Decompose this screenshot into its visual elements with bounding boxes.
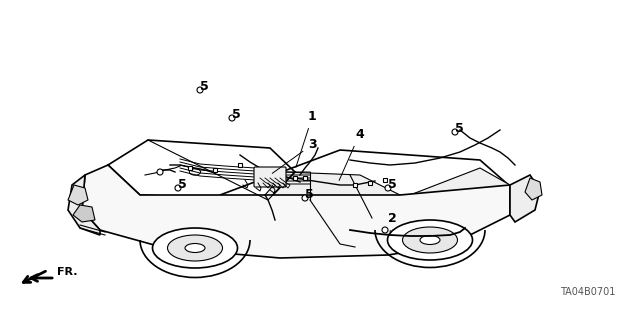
Bar <box>188 166 192 170</box>
Circle shape <box>229 115 235 121</box>
Bar <box>368 181 372 185</box>
Polygon shape <box>68 185 88 205</box>
Circle shape <box>175 185 181 191</box>
Polygon shape <box>82 165 510 258</box>
Circle shape <box>385 185 391 191</box>
Text: 5: 5 <box>455 122 464 135</box>
Text: 2: 2 <box>388 212 397 232</box>
FancyBboxPatch shape <box>254 167 286 187</box>
Text: 5: 5 <box>388 178 397 191</box>
Text: 5: 5 <box>178 178 187 191</box>
Ellipse shape <box>420 235 440 244</box>
Bar <box>293 176 297 180</box>
Bar <box>383 178 387 182</box>
Polygon shape <box>410 168 510 220</box>
Polygon shape <box>68 175 100 235</box>
Text: 5: 5 <box>305 188 314 201</box>
Circle shape <box>197 87 203 93</box>
Text: FR.: FR. <box>57 267 77 277</box>
Text: 4: 4 <box>339 128 364 181</box>
Ellipse shape <box>168 235 223 261</box>
Ellipse shape <box>387 220 472 260</box>
Polygon shape <box>525 178 542 200</box>
Circle shape <box>157 169 163 175</box>
Ellipse shape <box>403 227 458 253</box>
Ellipse shape <box>152 228 237 268</box>
Circle shape <box>382 227 388 233</box>
Circle shape <box>452 129 458 135</box>
Text: 5: 5 <box>232 108 241 121</box>
Bar <box>353 183 357 187</box>
Polygon shape <box>510 175 540 222</box>
Polygon shape <box>73 205 95 222</box>
Bar <box>303 176 307 180</box>
Text: 1: 1 <box>296 110 317 167</box>
Bar <box>213 168 217 172</box>
Bar <box>238 163 242 167</box>
Polygon shape <box>310 202 405 234</box>
Ellipse shape <box>185 243 205 253</box>
Text: 3: 3 <box>272 138 317 174</box>
Polygon shape <box>265 172 400 225</box>
Circle shape <box>302 195 308 201</box>
Text: 5: 5 <box>200 80 209 93</box>
Text: TA04B0701: TA04B0701 <box>560 287 616 297</box>
